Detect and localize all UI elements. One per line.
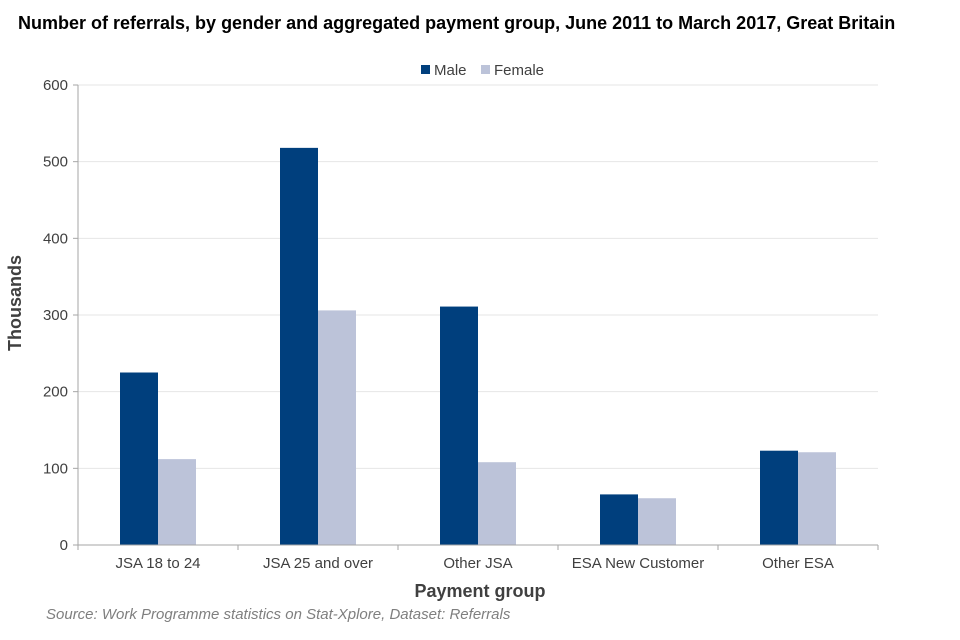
y-tick-label: 500 [43,154,68,171]
y-tick-label: 600 [43,77,68,94]
legend-swatch-male [421,65,430,74]
legend: Male Female [421,62,544,79]
bar-male [600,494,638,545]
legend-label-male: Male [434,62,467,79]
chart-title: Number of referrals, by gender and aggre… [18,13,896,33]
legend-label-female: Female [494,62,544,79]
bar-female [638,498,676,545]
bar-female [158,459,196,545]
x-tick-label: JSA 25 and over [263,555,373,572]
y-tick-label: 400 [43,230,68,247]
bar-male [120,372,158,545]
x-tick-label: Other ESA [762,555,834,572]
legend-swatch-female [481,65,490,74]
x-tick-label: Other JSA [443,555,512,572]
bar-male [760,450,798,545]
source-note: Source: Work Programme statistics on Sta… [46,606,511,623]
y-tick-label: 200 [43,384,68,401]
x-tick-labels: JSA 18 to 24 JSA 25 and over Other JSA ESA … [77,545,879,572]
y-tick-label: 300 [43,307,68,324]
bar-male [440,306,478,545]
x-axis-title: Payment group [414,581,545,601]
bar-female [478,462,516,545]
y-tick-labels: 0 100 200 300 400 500 600 [43,77,78,554]
y-axis-title: Thousands [5,255,25,351]
bar-female [798,452,836,545]
bar-female [318,310,356,545]
bar-male [280,147,318,545]
y-tick-label: 0 [60,537,68,554]
y-tick-label: 100 [43,460,68,477]
x-tick-label: JSA 18 to 24 [115,555,200,572]
bars [120,147,836,545]
x-tick-label: ESA New Customer [572,555,705,572]
